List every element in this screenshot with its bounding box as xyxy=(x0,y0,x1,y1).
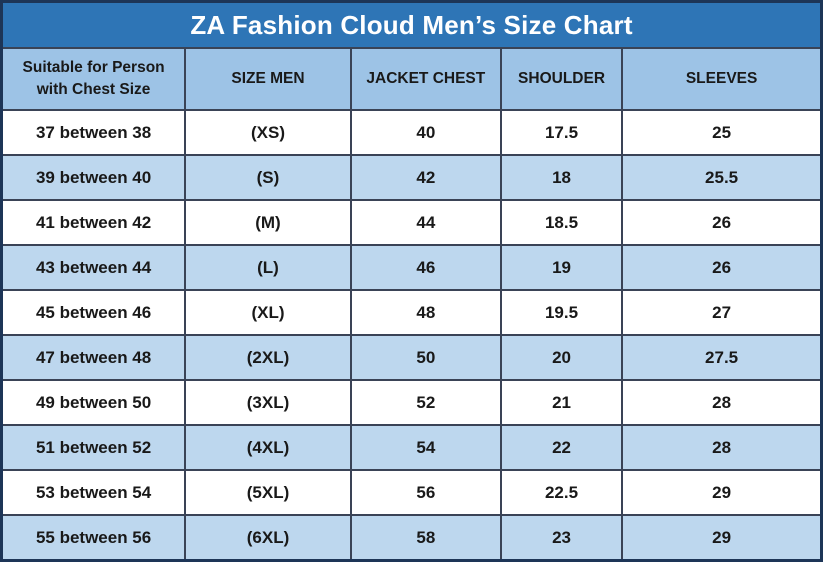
size-chart-body: 37 between 38 (XS) 40 17.5 25 39 between 40 (S… xyxy=(0,109,823,562)
table-cell: 22 xyxy=(499,424,624,471)
table-cell: 28 xyxy=(621,379,823,426)
table-cell: 29 xyxy=(621,514,823,562)
column-header: SHOULDER xyxy=(499,47,624,111)
table-cell: (6XL) xyxy=(184,514,352,562)
table-row: 37 between 38 (XS) 40 17.5 25 xyxy=(0,109,823,156)
table-cell: 21 xyxy=(499,379,624,426)
table-cell: (L) xyxy=(184,244,352,291)
table-row: 45 between 46 (XL) 48 19.5 27 xyxy=(0,289,823,336)
table-cell: 46 xyxy=(349,244,502,291)
table-cell: 28 xyxy=(621,424,823,471)
table-cell: 18.5 xyxy=(499,199,624,246)
table-row: 51 between 52 (4XL) 54 22 28 xyxy=(0,424,823,471)
table-row: 53 between 54 (5XL) 56 22.5 29 xyxy=(0,469,823,516)
table-cell: 48 xyxy=(349,289,502,336)
column-header: SIZE MEN xyxy=(184,47,352,111)
table-cell: (5XL) xyxy=(184,469,352,516)
table-cell: 52 xyxy=(349,379,502,426)
column-header: JACKET CHEST xyxy=(349,47,502,111)
title-row: ZA Fashion Cloud Men’s Size Chart xyxy=(0,0,823,49)
table-cell: 39 between 40 xyxy=(0,154,187,201)
table-cell: 26 xyxy=(621,244,823,291)
table-cell: 50 xyxy=(349,334,502,381)
table-cell: 18 xyxy=(499,154,624,201)
table-cell: (S) xyxy=(184,154,352,201)
table-cell: 23 xyxy=(499,514,624,562)
table-cell: 55 between 56 xyxy=(0,514,187,562)
table-cell: 17.5 xyxy=(499,109,624,156)
header-row: Suitable for Person with Chest Size SIZE … xyxy=(0,47,823,111)
table-row: 43 between 44 (L) 46 19 26 xyxy=(0,244,823,291)
table-cell: 19 xyxy=(499,244,624,291)
table-cell: 53 between 54 xyxy=(0,469,187,516)
table-cell: (XS) xyxy=(184,109,352,156)
table-row: 55 between 56 (6XL) 58 23 29 xyxy=(0,514,823,562)
table-cell: 26 xyxy=(621,199,823,246)
table-cell: (M) xyxy=(184,199,352,246)
table-cell: 47 between 48 xyxy=(0,334,187,381)
table-row: 39 between 40 (S) 42 18 25.5 xyxy=(0,154,823,201)
table-row: 49 between 50 (3XL) 52 21 28 xyxy=(0,379,823,426)
table-cell: 27 xyxy=(621,289,823,336)
column-header: Suitable for Person with Chest Size xyxy=(0,47,187,111)
table-cell: 41 between 42 xyxy=(0,199,187,246)
table-cell: 43 between 44 xyxy=(0,244,187,291)
table-row: 41 between 42 (M) 44 18.5 26 xyxy=(0,199,823,246)
table-cell: 45 between 46 xyxy=(0,289,187,336)
table-cell: 54 xyxy=(349,424,502,471)
table-cell: 37 between 38 xyxy=(0,109,187,156)
table-cell: 25.5 xyxy=(621,154,823,201)
table-cell: 22.5 xyxy=(499,469,624,516)
table-cell: 56 xyxy=(349,469,502,516)
table-cell: 42 xyxy=(349,154,502,201)
page-title: ZA Fashion Cloud Men’s Size Chart xyxy=(0,0,823,49)
table-cell: (2XL) xyxy=(184,334,352,381)
table-cell: 19.5 xyxy=(499,289,624,336)
table-cell: 20 xyxy=(499,334,624,381)
table-cell: 29 xyxy=(621,469,823,516)
table-cell: (3XL) xyxy=(184,379,352,426)
table-cell: 58 xyxy=(349,514,502,562)
table-cell: 49 between 50 xyxy=(0,379,187,426)
table-cell: (XL) xyxy=(184,289,352,336)
table-cell: (4XL) xyxy=(184,424,352,471)
table-cell: 27.5 xyxy=(621,334,823,381)
table-row: 47 between 48 (2XL) 50 20 27.5 xyxy=(0,334,823,381)
table-cell: 51 between 52 xyxy=(0,424,187,471)
table-cell: 40 xyxy=(349,109,502,156)
table-cell: 25 xyxy=(621,109,823,156)
column-header: SLEEVES xyxy=(621,47,823,111)
table-cell: 44 xyxy=(349,199,502,246)
